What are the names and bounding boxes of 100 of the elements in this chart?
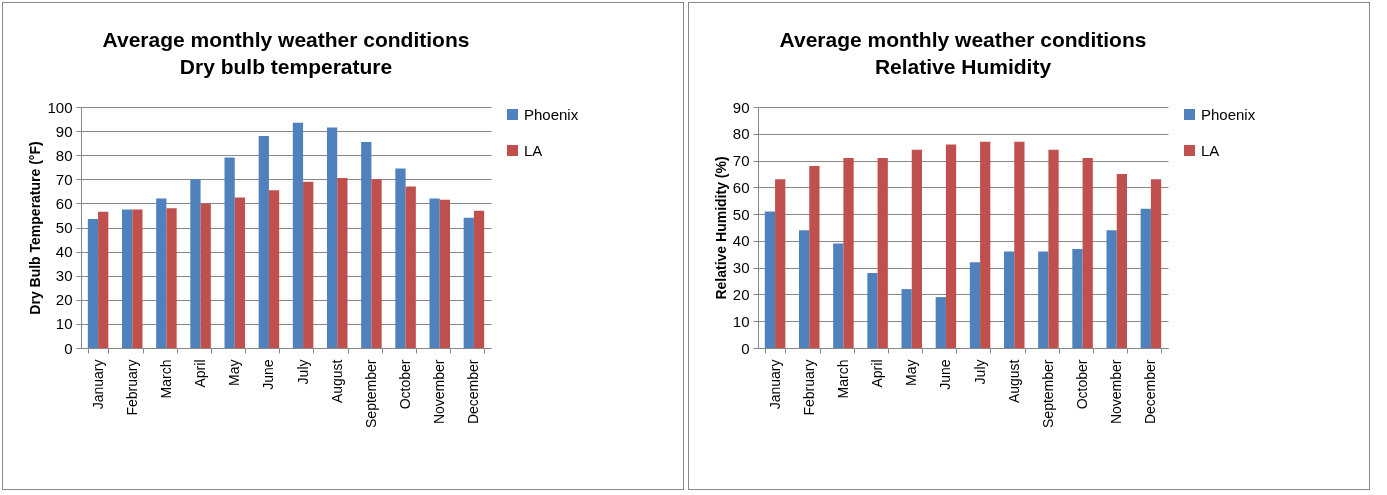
x-tick-label: May (226, 359, 243, 386)
y-axis-title: Dry Bulb Temperature (°F) (27, 141, 44, 315)
bar (809, 165, 820, 348)
bar (303, 181, 314, 348)
x-tick-label: July (971, 359, 988, 385)
bar (463, 217, 474, 348)
y-tick-label: 0 (64, 339, 73, 357)
y-tick-label: 50 (55, 219, 73, 236)
bar (395, 168, 406, 348)
bar (166, 208, 177, 348)
y-tick-label: 20 (732, 285, 750, 303)
chart-title: Average monthly weather conditions (779, 28, 1147, 51)
x-tick-label: May (903, 359, 920, 386)
bar (799, 230, 810, 348)
bar (911, 149, 922, 348)
bar (224, 157, 235, 348)
y-tick-label: 20 (55, 291, 73, 309)
x-tick-label: June (260, 359, 277, 390)
bar (132, 209, 143, 348)
y-tick-label: 80 (55, 146, 73, 164)
bar (429, 198, 440, 348)
bar (833, 243, 844, 348)
y-tick-label: 70 (55, 170, 73, 188)
bar (473, 210, 485, 348)
y-tick-label: 90 (732, 98, 750, 116)
x-tick-label: September (362, 359, 379, 428)
x-tick-label: February (800, 359, 817, 416)
bar (1072, 248, 1083, 348)
bar (1106, 230, 1117, 348)
chart-title: Average monthly weather conditions (102, 28, 470, 51)
y-tick-label: 100 (47, 98, 73, 116)
bar (1004, 251, 1015, 348)
x-tick-label: November (1108, 359, 1125, 425)
bar (327, 127, 338, 348)
bar (190, 179, 201, 348)
bar (268, 190, 280, 348)
y-tick-label: 70 (732, 152, 750, 170)
y-tick-label: 40 (55, 243, 73, 261)
x-tick-label: December (1142, 359, 1159, 425)
y-tick-label: 30 (55, 267, 73, 285)
bar (945, 144, 957, 348)
bar (122, 209, 133, 348)
bar (87, 219, 99, 348)
y-tick-label: 60 (55, 194, 73, 212)
bar (156, 198, 167, 348)
x-tick-label: July (294, 359, 311, 385)
x-tick-label: April (192, 359, 209, 388)
bar (980, 141, 991, 348)
legend-label: Phoenix (524, 105, 579, 123)
x-tick-label: March (157, 359, 174, 399)
x-tick-label: October (397, 359, 414, 410)
bar (1140, 208, 1151, 348)
x-tick-label: January (766, 359, 783, 410)
bar (361, 141, 372, 348)
bar (292, 122, 304, 348)
bar (935, 297, 946, 348)
y-tick-label: 90 (55, 122, 73, 140)
x-tick-label: November (431, 359, 448, 425)
bar (1116, 173, 1127, 348)
bar (234, 197, 245, 348)
bar (98, 211, 109, 348)
y-tick-label: 40 (732, 232, 750, 250)
bar (405, 186, 416, 348)
chart-subtitle: Relative Humidity (874, 55, 1052, 78)
bar (200, 203, 211, 348)
x-tick-label: March (834, 359, 851, 399)
bar (1048, 149, 1059, 348)
bar (258, 135, 269, 348)
bar (1150, 179, 1162, 348)
bar (867, 273, 878, 348)
x-tick-label: February (123, 359, 140, 416)
bar (843, 157, 854, 348)
bar (371, 179, 382, 348)
y-tick-label: 60 (732, 178, 750, 196)
x-tick-label: December (465, 359, 482, 425)
x-tick-label: April (869, 359, 886, 388)
x-tick-label: January (89, 359, 106, 410)
y-tick-label: 30 (732, 259, 750, 277)
legend-label: LA (1201, 141, 1220, 159)
bar (775, 179, 786, 348)
y-tick-label: 10 (732, 312, 750, 330)
y-tick-label: 50 (732, 205, 750, 223)
y-axis-title: Relative Humidity (%) (712, 156, 729, 300)
legend-label: Phoenix (1201, 105, 1256, 123)
bar (1082, 157, 1093, 348)
x-tick-label: August (328, 359, 345, 404)
x-tick-label: October (1074, 359, 1091, 410)
bar (764, 211, 776, 348)
bar (969, 262, 981, 348)
bar (901, 289, 912, 348)
chart-subtitle: Dry bulb temperature (179, 55, 393, 78)
legend-label: LA (524, 141, 543, 159)
bar (877, 157, 888, 348)
x-tick-label: June (937, 359, 954, 390)
bar (1038, 251, 1049, 348)
bar (1014, 141, 1025, 348)
y-tick-label: 10 (55, 315, 73, 333)
y-tick-label: 80 (732, 125, 750, 143)
bar (439, 199, 450, 348)
x-tick-label: August (1005, 359, 1022, 404)
